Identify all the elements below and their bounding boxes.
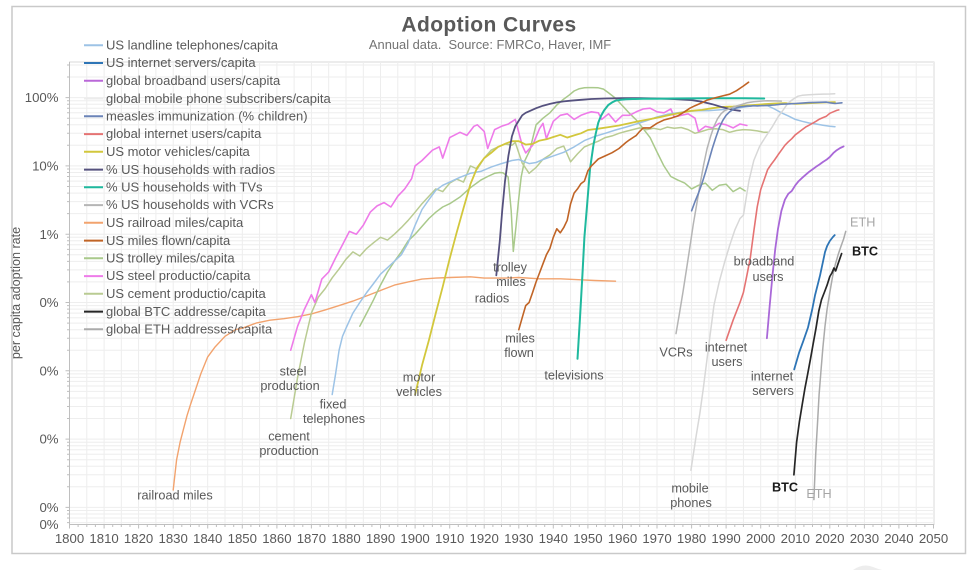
svg-text:1%: 1% (39, 227, 58, 242)
svg-text:internet: internet (751, 370, 794, 384)
svg-text:0%: 0% (39, 500, 58, 515)
svg-text:miles: miles (496, 275, 526, 289)
svg-text:2010: 2010 (781, 531, 810, 546)
svg-text:US steel productio/capita: US steel productio/capita (106, 268, 251, 283)
svg-text:% US households with TVs: % US households with TVs (106, 180, 263, 195)
svg-text:1900: 1900 (400, 531, 429, 546)
svg-text:1910: 1910 (435, 531, 464, 546)
svg-text:US landline telephones/capita: US landline telephones/capita (106, 38, 279, 53)
svg-text:1880: 1880 (331, 531, 360, 546)
svg-text:servers: servers (752, 384, 794, 398)
svg-text:1800: 1800 (55, 531, 84, 546)
svg-text:US internet servers/capita: US internet servers/capita (106, 55, 256, 70)
svg-text:per capita adoption rate: per capita adoption rate (9, 227, 23, 359)
svg-text:1980: 1980 (677, 531, 706, 546)
svg-text:US railroad miles/capita: US railroad miles/capita (106, 215, 244, 230)
svg-text:1990: 1990 (711, 531, 740, 546)
svg-text:production: production (260, 379, 319, 393)
svg-text:BTC: BTC (772, 481, 798, 495)
svg-text:1940: 1940 (539, 531, 568, 546)
svg-text:Annual data. Source: FMRCo, H: Annual data. Source: FMRCo, Haver, IMF (369, 37, 611, 52)
svg-text:broadband: broadband (734, 255, 795, 269)
svg-text:1860: 1860 (262, 531, 291, 546)
svg-text:2020: 2020 (815, 531, 844, 546)
svg-text:10%: 10% (32, 159, 59, 174)
svg-text:radios: radios (475, 292, 510, 306)
svg-text:vehicles: vehicles (396, 385, 442, 399)
svg-text:1850: 1850 (228, 531, 257, 546)
svg-text:railroad miles: railroad miles (137, 489, 212, 503)
svg-text:trolley: trolley (493, 261, 527, 275)
svg-text:US trolley miles/capita: US trolley miles/capita (106, 251, 235, 266)
svg-text:users: users (711, 355, 742, 369)
svg-text:1830: 1830 (159, 531, 188, 546)
svg-text:ETH: ETH (806, 487, 831, 501)
svg-text:1870: 1870 (297, 531, 326, 546)
svg-text:1890: 1890 (366, 531, 395, 546)
svg-text:2050: 2050 (919, 531, 948, 546)
svg-text:global mobile phone subscriber: global mobile phone subscribers/capita (106, 91, 332, 106)
svg-text:telephones: telephones (303, 412, 365, 426)
svg-text:US miles flown/capita: US miles flown/capita (106, 233, 231, 248)
svg-text:internet: internet (705, 341, 748, 355)
svg-text:global BTC addresse/capita: global BTC addresse/capita (106, 304, 266, 319)
svg-text:2040: 2040 (884, 531, 913, 546)
svg-text:1810: 1810 (89, 531, 118, 546)
svg-text:measles immunization (% childr: measles immunization (% children) (106, 109, 308, 124)
svg-text:production: production (259, 444, 318, 458)
svg-text:steel: steel (280, 365, 307, 379)
svg-text:global internet users/capita: global internet users/capita (106, 126, 262, 141)
svg-text:% US households with radios: % US households with radios (106, 162, 276, 177)
svg-text:Adoption Curves: Adoption Curves (401, 14, 576, 37)
svg-text:miles: miles (505, 332, 535, 346)
svg-text:global broadband users/capita: global broadband users/capita (106, 73, 281, 88)
svg-text:2000: 2000 (746, 531, 775, 546)
svg-text:televisions: televisions (544, 369, 603, 383)
svg-text:1950: 1950 (573, 531, 602, 546)
svg-text:flown: flown (504, 346, 534, 360)
svg-text:users: users (752, 270, 783, 284)
svg-text:2030: 2030 (850, 531, 879, 546)
svg-text:1930: 1930 (504, 531, 533, 546)
svg-text:0%: 0% (39, 517, 58, 532)
svg-text:motor: motor (403, 371, 436, 385)
svg-text:US cement productio/capita: US cement productio/capita (106, 286, 266, 301)
svg-text:100%: 100% (25, 90, 59, 105)
svg-text:1970: 1970 (642, 531, 671, 546)
svg-text:0%: 0% (39, 363, 58, 378)
svg-text:cement: cement (268, 430, 310, 444)
svg-text:phones: phones (670, 496, 712, 510)
svg-text:0%: 0% (39, 295, 58, 310)
svg-text:1960: 1960 (608, 531, 637, 546)
svg-text:fixed: fixed (320, 398, 347, 412)
svg-text:1920: 1920 (470, 531, 499, 546)
svg-text:0%: 0% (39, 432, 58, 447)
svg-text:BTC: BTC (852, 245, 878, 259)
svg-text:1840: 1840 (193, 531, 222, 546)
svg-text:VCRs: VCRs (659, 346, 692, 360)
svg-text:global ETH addresses/capita: global ETH addresses/capita (106, 322, 273, 337)
svg-text:mobile: mobile (671, 482, 708, 496)
svg-text:ETH: ETH (850, 216, 875, 230)
svg-text:% US households with VCRs: % US households with VCRs (106, 197, 274, 212)
svg-text:1820: 1820 (124, 531, 153, 546)
svg-text:US motor vehicles/capita: US motor vehicles/capita (106, 144, 251, 159)
